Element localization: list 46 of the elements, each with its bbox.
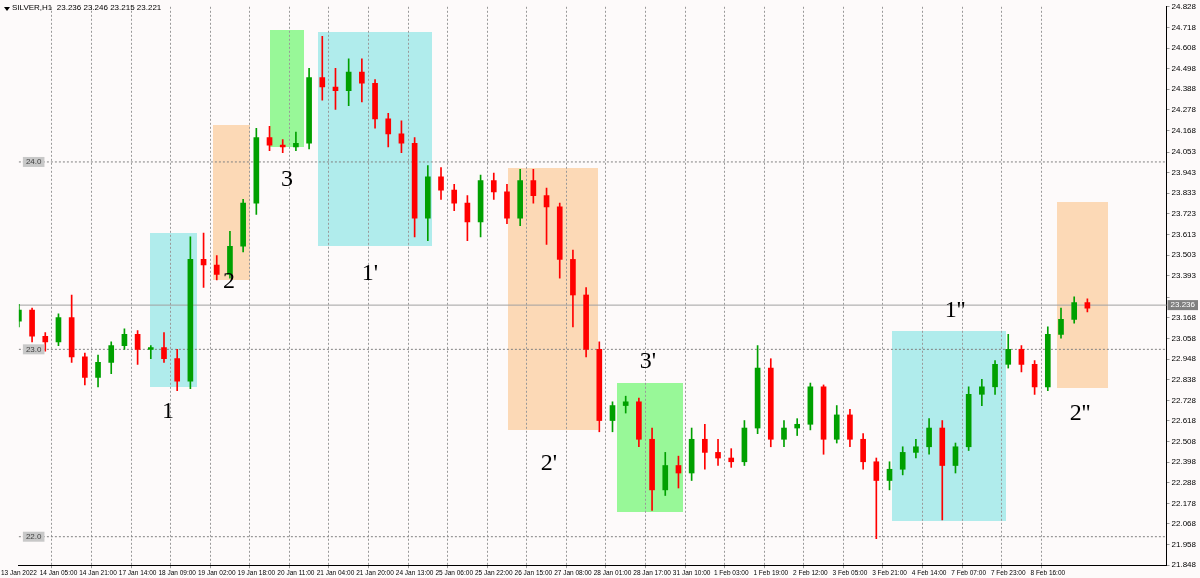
y-tick-label: 22.178 [1171,498,1197,508]
candlestick [319,36,326,101]
annotation: 2'' [1069,398,1091,426]
y-tick-label: 23.833 [1171,188,1197,198]
y-tick-label: 24.498 [1171,63,1197,73]
annotation: 2' [540,448,558,476]
y-tick-label: 24.278 [1171,105,1197,115]
y-tick-label: 21.848 [1171,560,1197,570]
candlestick [728,448,735,468]
annotation: 3' [639,346,657,374]
annotation: 1 [162,396,174,424]
ref-line-label: 23.236 [1170,300,1196,310]
y-tick-label: 23.393 [1171,270,1197,280]
y-tick-label: 23.943 [1171,167,1197,177]
ref-line-label: 22.0 [25,531,43,541]
ref-line-label: 24.0 [25,157,43,167]
y-tick-label: 23.168 [1171,313,1197,323]
y-tick-label: 22.948 [1171,354,1197,364]
y-tick-label: 24.053 [1171,147,1197,157]
chart-title: SILVER,H1 23.236 23.246 23.215 23.221 [12,3,162,12]
y-tick-label: 22.398 [1171,457,1197,467]
y-tick-label: 24.608 [1171,43,1197,53]
y-tick-label: 22.728 [1171,395,1197,405]
y-tick-label: 21.958 [1171,539,1197,549]
y-tick-label: 23.058 [1171,333,1197,343]
y-tick-label: 24.168 [1171,125,1197,135]
y-tick-label: 22.508 [1171,436,1197,446]
y-tick-label: 23.723 [1171,209,1197,219]
y-tick-label: 22.288 [1171,477,1197,487]
ref-line-label: 23.0 [25,344,43,354]
candlestick [794,418,801,436]
annotation: 1' [361,258,379,286]
y-tick-label: 22.838 [1171,374,1197,384]
y-tick-label: 22.068 [1171,519,1197,529]
candlestick [147,345,154,360]
y-tick-label: 24.718 [1171,22,1197,32]
y-tick-label: 24.828 [1171,2,1197,11]
annotation: 3 [281,164,293,192]
y-tick-label: 23.503 [1171,250,1197,260]
annotation: 1'' [944,295,966,323]
candlestick [873,457,880,539]
y-tick-label: 23.613 [1171,229,1197,239]
y-tick-label: 24.388 [1171,84,1197,94]
candlestick [293,131,299,152]
candlestick [715,438,721,466]
y-tick-label: 22.618 [1171,416,1197,426]
